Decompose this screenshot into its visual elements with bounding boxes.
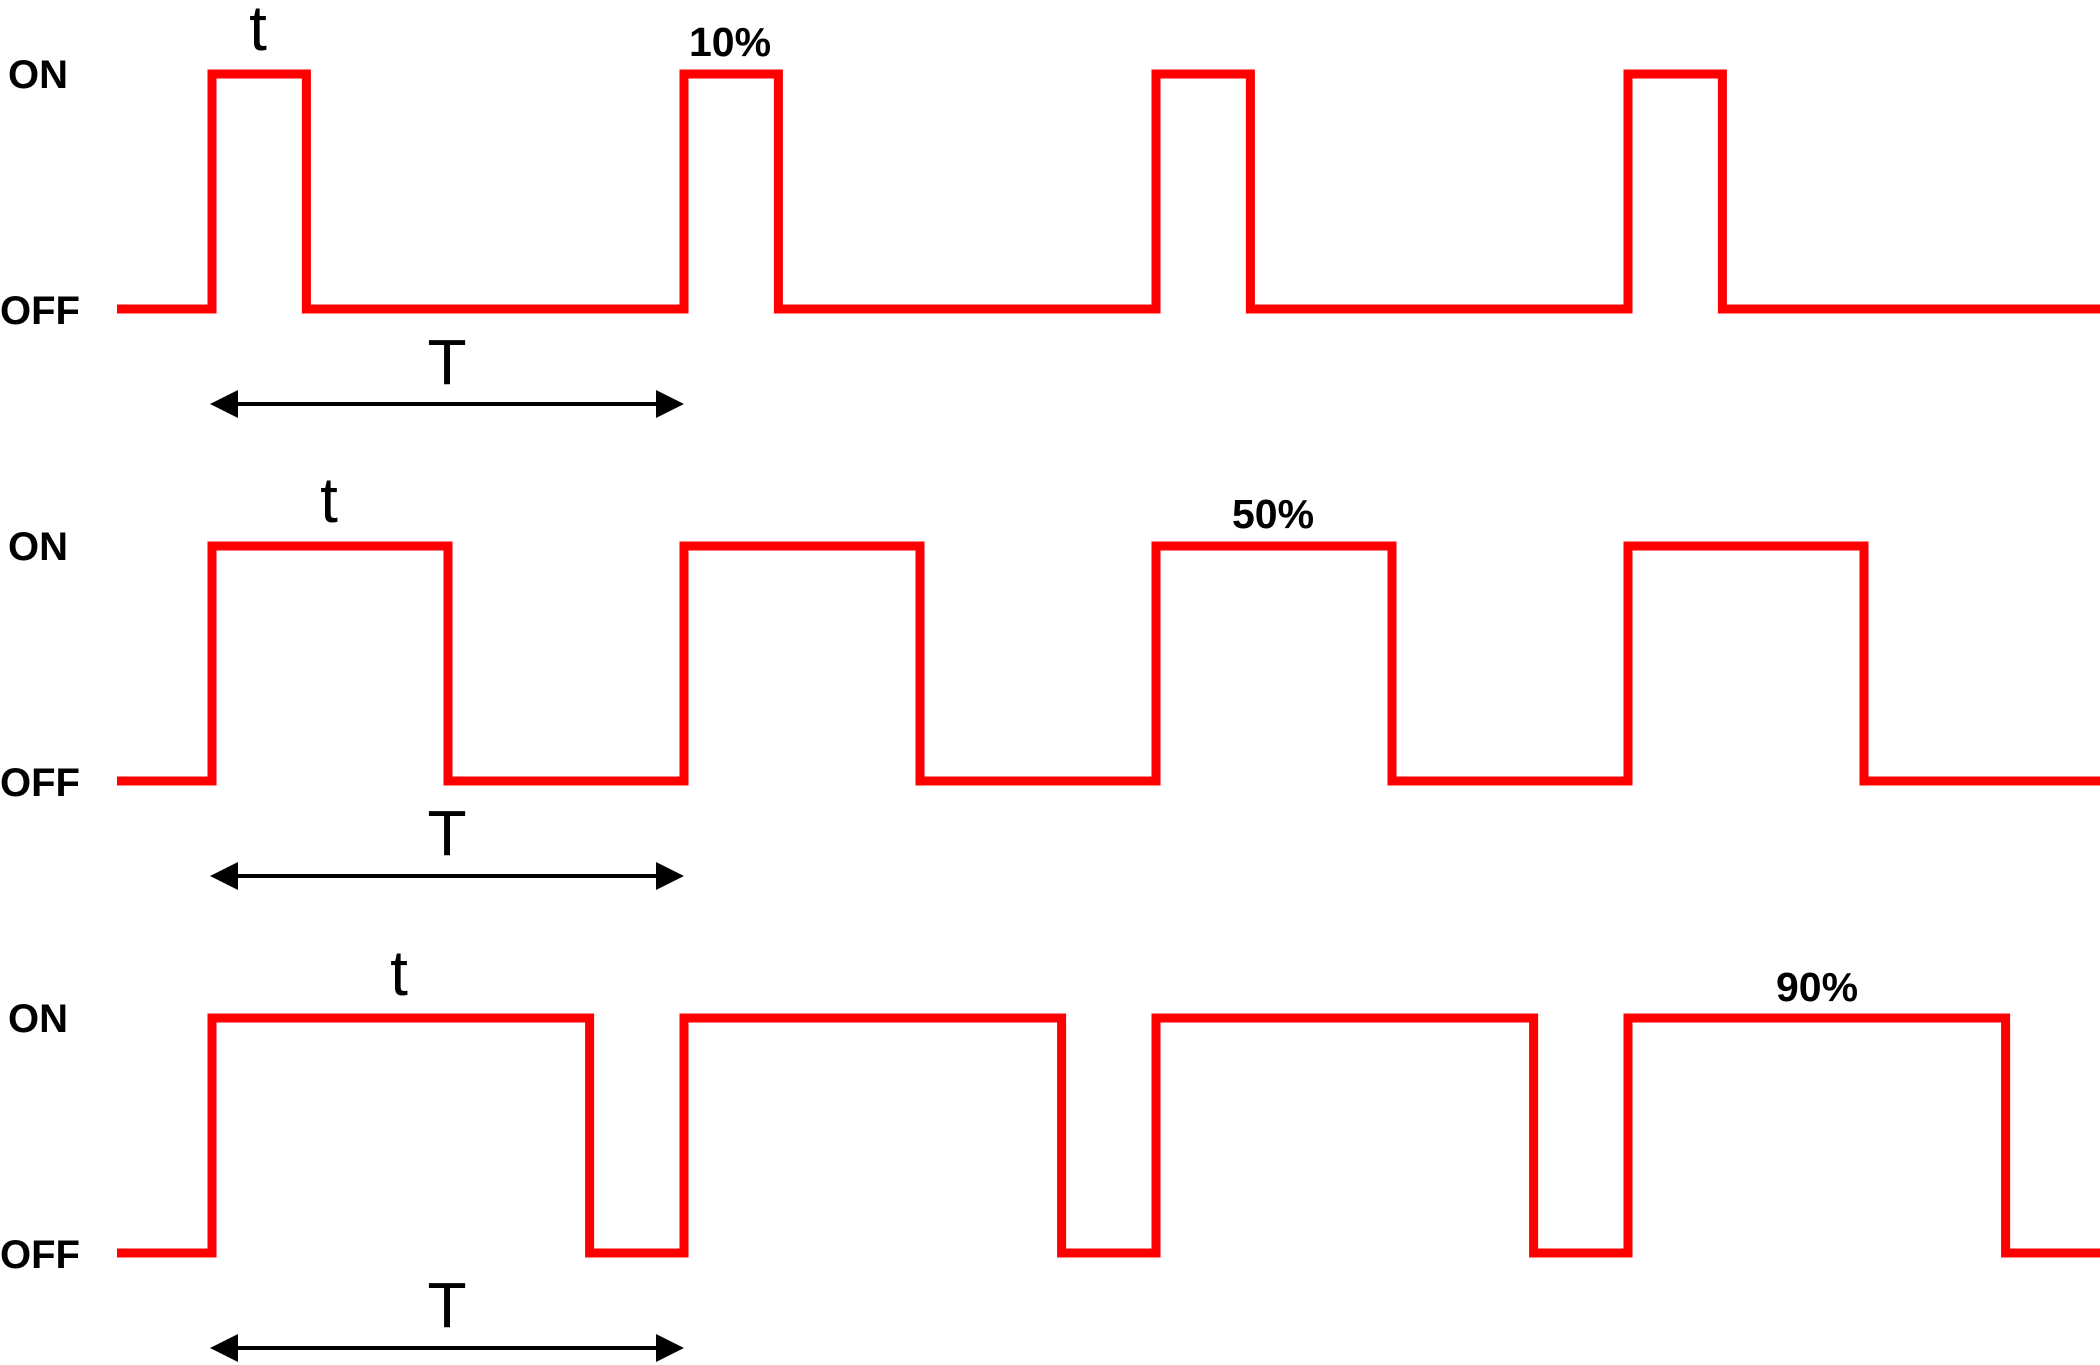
pwm-waveform bbox=[117, 541, 2100, 786]
period-label: T bbox=[427, 1269, 466, 1341]
period-arrow bbox=[210, 390, 684, 418]
pwm-panel-10: ON OFF t 10% T bbox=[0, 0, 2100, 418]
on-label: ON bbox=[8, 53, 68, 97]
pwm-panel-90: ON OFF t 90% T bbox=[0, 937, 2100, 1362]
on-label: ON bbox=[8, 997, 68, 1041]
period-label: T bbox=[427, 326, 466, 398]
pwm-waveform bbox=[117, 69, 2100, 314]
pwm-waveform bbox=[117, 1013, 2100, 1258]
pulse-width-label: t bbox=[320, 464, 338, 536]
pwm-panel-50: ON OFF t 50% T bbox=[0, 464, 2100, 890]
period-arrow bbox=[210, 1334, 684, 1362]
period-arrow bbox=[210, 862, 684, 890]
off-label: OFF bbox=[0, 1233, 80, 1277]
duty-cycle-label: 50% bbox=[1232, 491, 1314, 537]
duty-cycle-label: 90% bbox=[1776, 964, 1858, 1010]
on-label: ON bbox=[8, 525, 68, 569]
off-label: OFF bbox=[0, 761, 80, 805]
off-label: OFF bbox=[0, 289, 80, 333]
period-label: T bbox=[427, 797, 466, 869]
duty-cycle-label: 10% bbox=[689, 19, 771, 65]
pulse-width-label: t bbox=[390, 937, 408, 1009]
pulse-width-label: t bbox=[249, 0, 267, 64]
